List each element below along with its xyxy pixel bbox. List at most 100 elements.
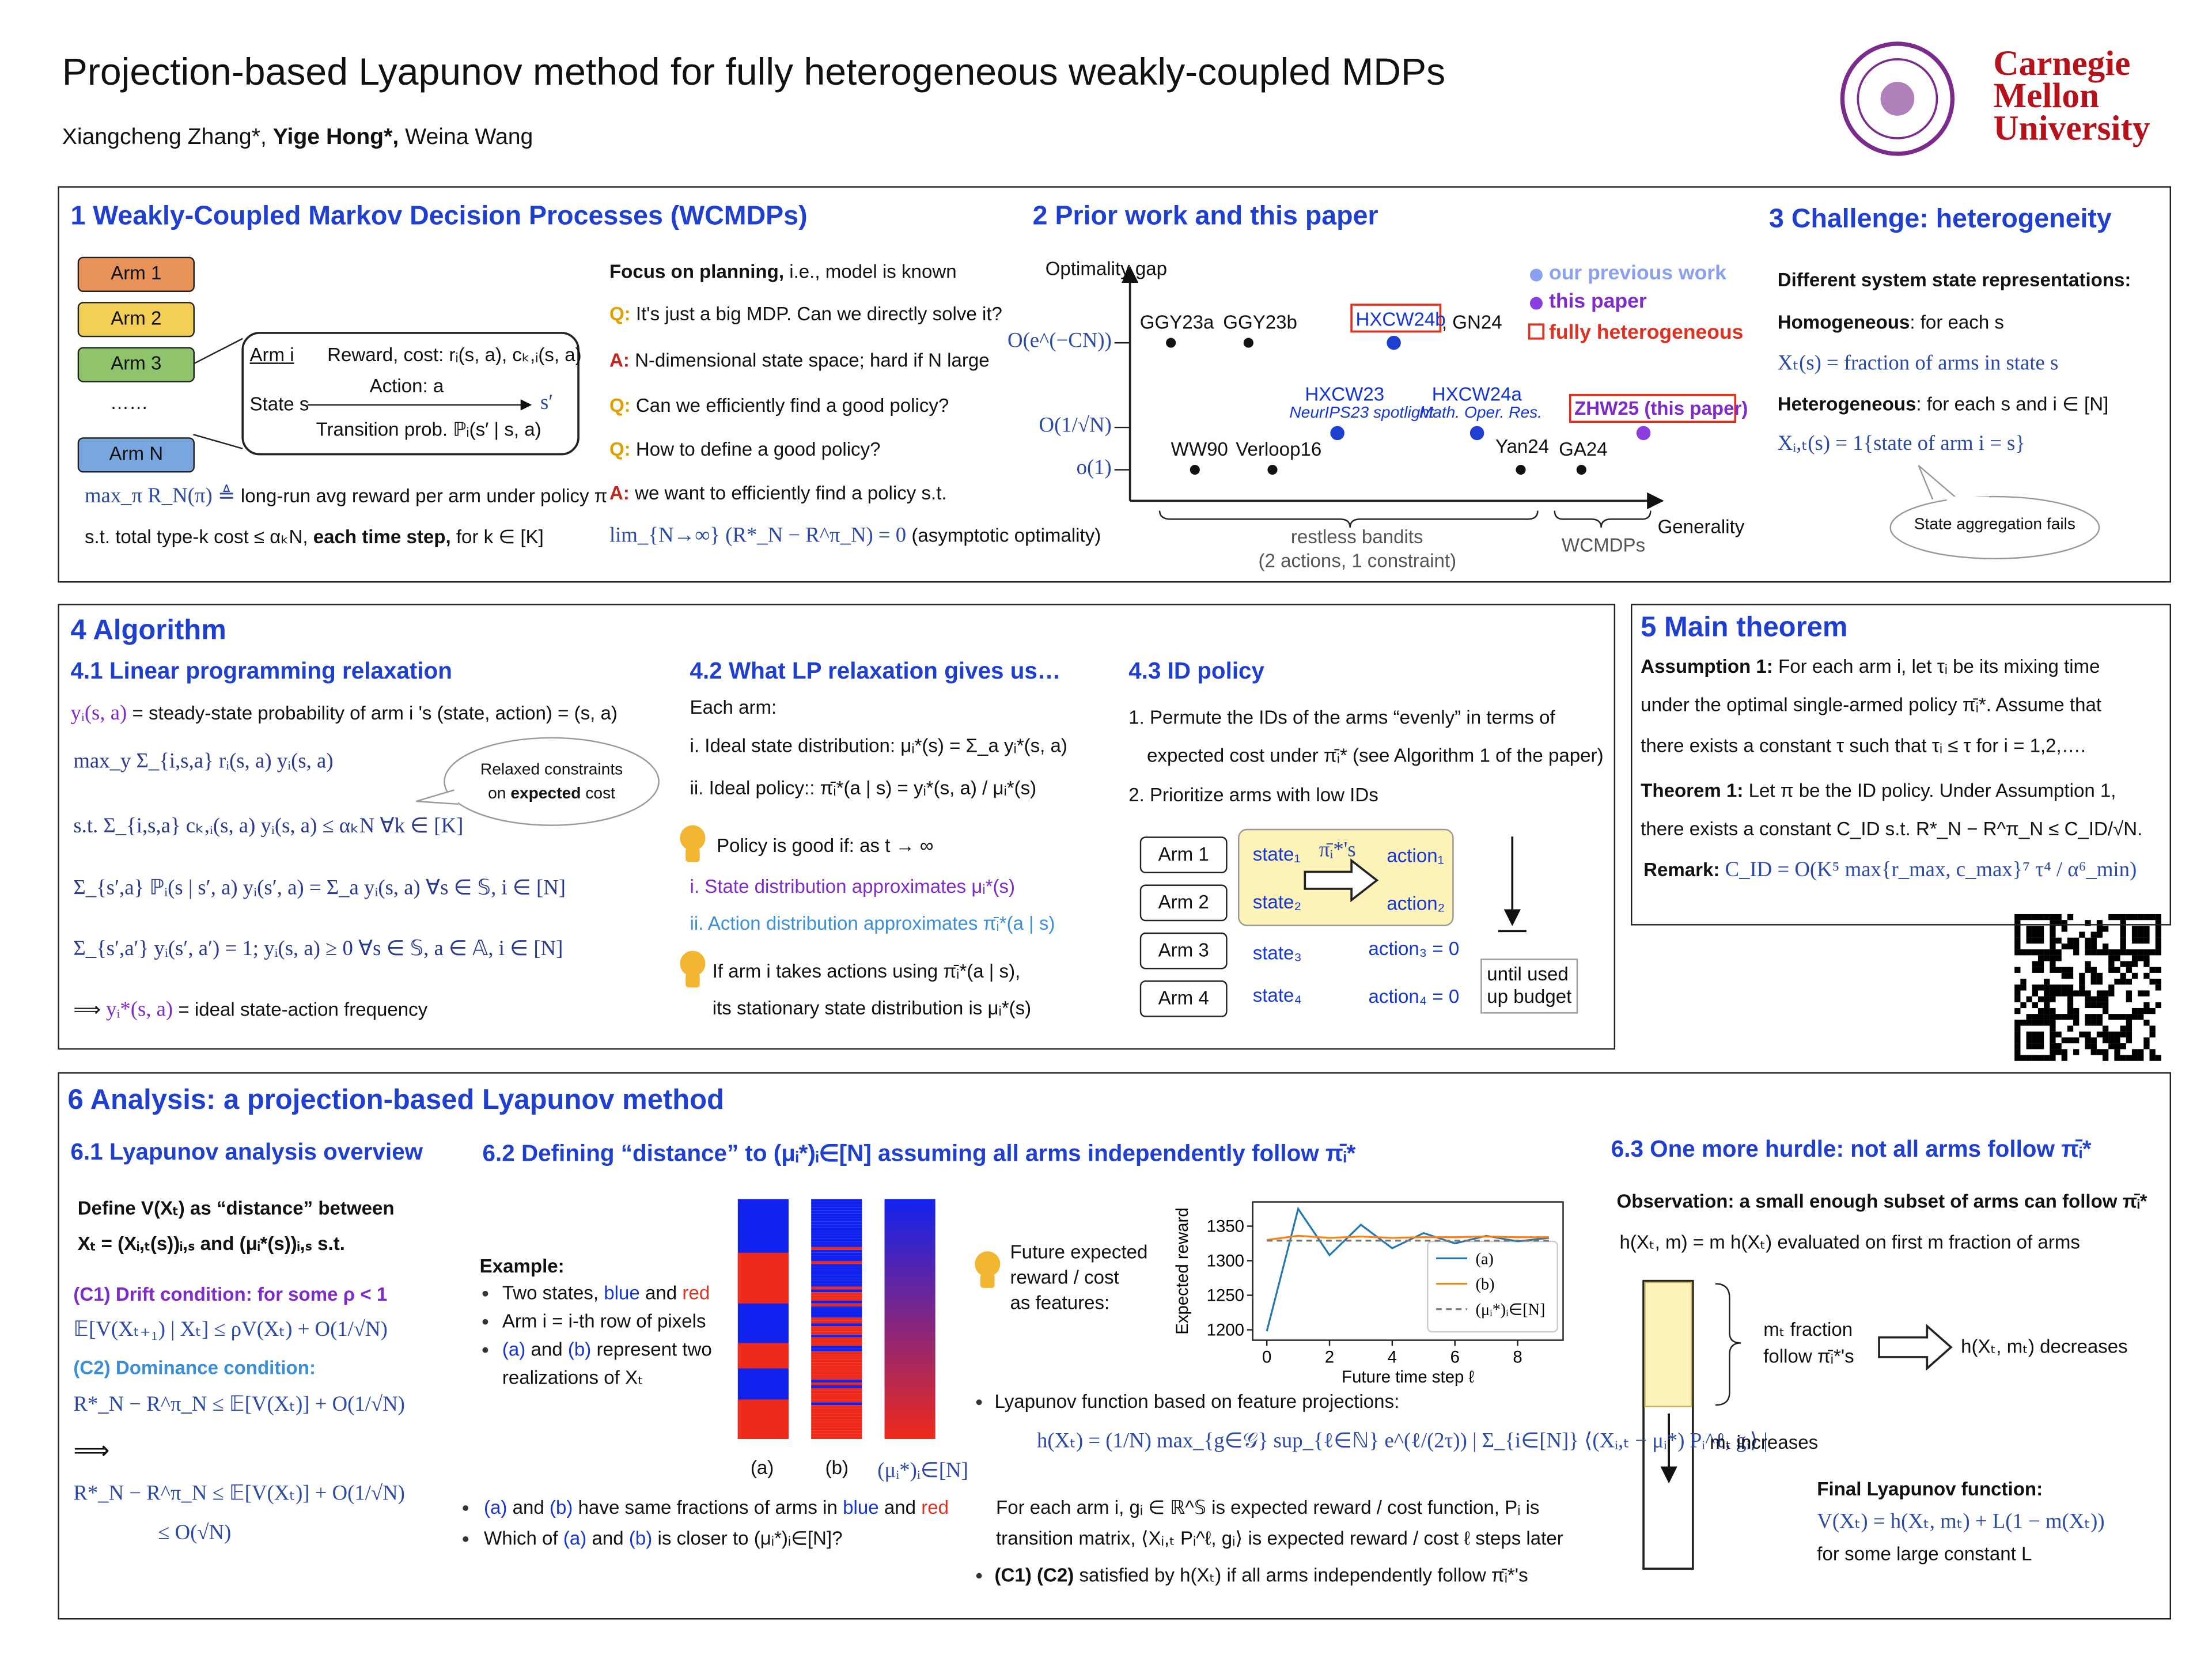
shape (811, 1272, 862, 1275)
shape (2037, 937, 2044, 944)
shape (2155, 914, 2161, 921)
shape (2085, 920, 2091, 926)
fraction: follow π̄ᵢ*'s (1763, 1346, 1854, 1368)
text-line: (C1) (C2) satisfied by h(Xₜ) if all arms … (995, 1565, 1528, 1587)
shape (2067, 937, 2074, 944)
title: 3 Challenge: heterogeneity (1769, 204, 2112, 234)
heat-labels: (b) (825, 1457, 849, 1479)
shape (811, 1368, 862, 1372)
qa: Can we efficiently find a good policy? (635, 395, 949, 416)
shape (2149, 914, 2156, 921)
shape (811, 1289, 862, 1293)
name: ZHW25 (this paper) (1574, 397, 1748, 419)
shape (2143, 955, 2150, 961)
shape (2114, 914, 2120, 921)
approx: i. State distribution approximates μᵢ*(s… (690, 876, 1016, 897)
shape (2020, 979, 2027, 985)
define: Define V(Xₜ) as “distance” between (77, 1198, 395, 1219)
shape (2050, 961, 2056, 967)
text-line: Remark: C_ID = O(K⁵ max{r_max, c_max}⁷ τ⁴… (1643, 859, 2137, 883)
text-line: Theorem 1: Let π be the ID policy. Under … (1641, 780, 2116, 801)
shape (2067, 990, 2074, 997)
shape (2014, 1049, 2021, 1055)
shape (2020, 1020, 2027, 1026)
shape (811, 1343, 862, 1346)
final: for some large constant L (1817, 1543, 2032, 1565)
shape (2032, 1014, 2039, 1020)
shape (2032, 984, 2039, 991)
shape (811, 1399, 862, 1403)
definition: = steady-state probability of arm i 's (… (132, 702, 618, 724)
shape (811, 1317, 862, 1321)
shape (2090, 972, 2097, 979)
heterogeneous: : for each s and i ∈ [N] (1916, 393, 2109, 415)
shape (2114, 1031, 2120, 1037)
shape (2131, 914, 2138, 921)
qa: Q: (609, 303, 631, 325)
actions: action₃ = 0 (1368, 938, 1460, 960)
shape (2014, 931, 2021, 938)
actions: action₁ (1387, 844, 1444, 866)
shape (2037, 996, 2044, 1002)
focus: i.e., model is known (789, 261, 957, 282)
shape (2090, 1049, 2097, 1055)
shape (2067, 1025, 2074, 1032)
shape (884, 1199, 935, 1439)
text-line: Heterogeneous: for each s and i ∈ [N] (1778, 393, 2109, 416)
x-tick-label: 4 (1388, 1348, 1397, 1367)
shape (2055, 914, 2062, 921)
limit: lim_{N→∞} (R*_N − R^π_N) = 0 (609, 525, 907, 548)
questions: Which of (484, 1528, 558, 1550)
shape (2126, 967, 2133, 973)
arm: Arm 2 (77, 302, 195, 338)
authors: Xiangcheng Zhang*, (62, 125, 267, 150)
shape (811, 1275, 862, 1278)
shape (2026, 1043, 2032, 1050)
shape (2014, 1055, 2021, 1061)
shape (2126, 949, 2133, 956)
shape (811, 1261, 862, 1264)
shape (1480, 959, 1578, 1014)
shape (737, 1343, 789, 1369)
shape (2014, 1025, 2021, 1032)
final: Final Lyapunov function: (1817, 1478, 2043, 1500)
shape (2102, 1007, 2109, 1014)
shape (2085, 1002, 2091, 1009)
decoration (1878, 1323, 1953, 1371)
definition: yᵢ(s, a) (70, 702, 127, 725)
shape (2138, 990, 2144, 997)
shape (2096, 1002, 2103, 1009)
shape (2114, 1049, 2120, 1055)
qa: we want to efficiently find a policy s.t… (635, 482, 947, 504)
shape (2014, 1007, 2021, 1014)
shape (2120, 1014, 2126, 1020)
text-line: max_π R_N(π) ≜ long-run avg reward per ar… (85, 483, 608, 510)
shape (2067, 1007, 2074, 1014)
shape (2143, 1020, 2150, 1026)
shape (2131, 1049, 2138, 1055)
shape (2108, 1031, 2115, 1037)
shape (2108, 955, 2115, 961)
constraint: each time step, (313, 526, 451, 548)
shape (811, 1359, 862, 1363)
observation: Observation: a small enough subset of ar… (1616, 1190, 2147, 1212)
section-box (58, 1072, 2172, 1620)
shape (2149, 1031, 2156, 1037)
shape (2032, 926, 2039, 932)
shape (2026, 1031, 2032, 1037)
shape (811, 1300, 862, 1304)
text-line: A: we want to efficiently find a policy s… (609, 483, 947, 504)
shape (2050, 1043, 2056, 1050)
shape (2067, 1014, 2074, 1020)
shape (2155, 920, 2161, 926)
shape (2090, 996, 2097, 1002)
shape (2050, 943, 2056, 950)
shape (2096, 1020, 2103, 1026)
shape (2096, 926, 2103, 932)
shape (2050, 1049, 2056, 1055)
shape (2055, 1049, 2062, 1055)
shape (2131, 1055, 2138, 1061)
ideal: ii. Ideal policy:: π̄ᵢ*(a | s) = yᵢ*(s, … (690, 777, 1037, 799)
shape (2085, 943, 2091, 950)
shape (2155, 949, 2161, 956)
